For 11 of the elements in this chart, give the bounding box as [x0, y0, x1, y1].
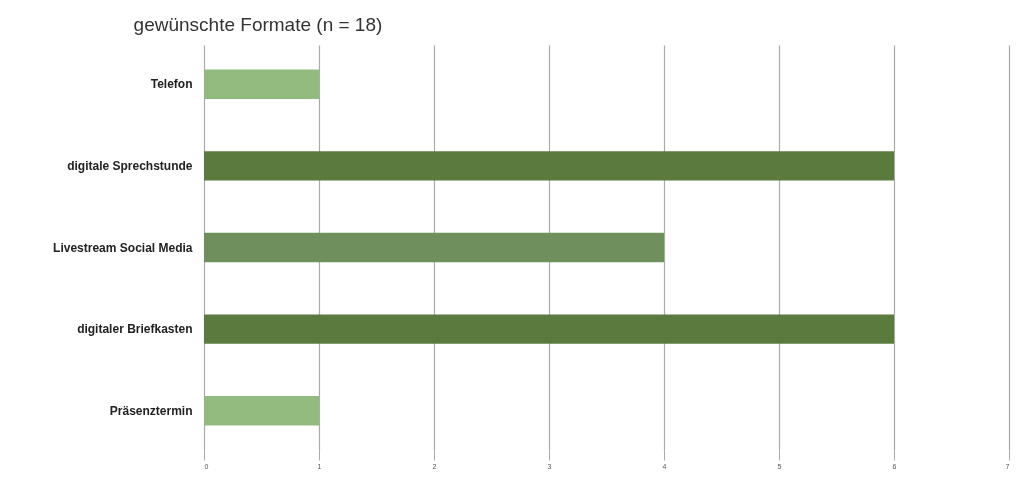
y-tick-label: Telefon — [150, 77, 193, 92]
bar — [204, 232, 664, 263]
y-tick-label: Präsenztermin — [109, 403, 193, 418]
bar — [204, 396, 319, 426]
bar — [204, 151, 894, 181]
y-tick-label: Livestream Social Media — [53, 240, 193, 255]
y-tick-label: digitaler Briefkasten — [77, 322, 193, 337]
chart-title: gewünschte Formate (n = 18) — [133, 14, 383, 35]
y-tick-label: digitale Sprechstunde — [67, 158, 193, 173]
bar — [204, 69, 319, 99]
bar — [204, 314, 894, 344]
